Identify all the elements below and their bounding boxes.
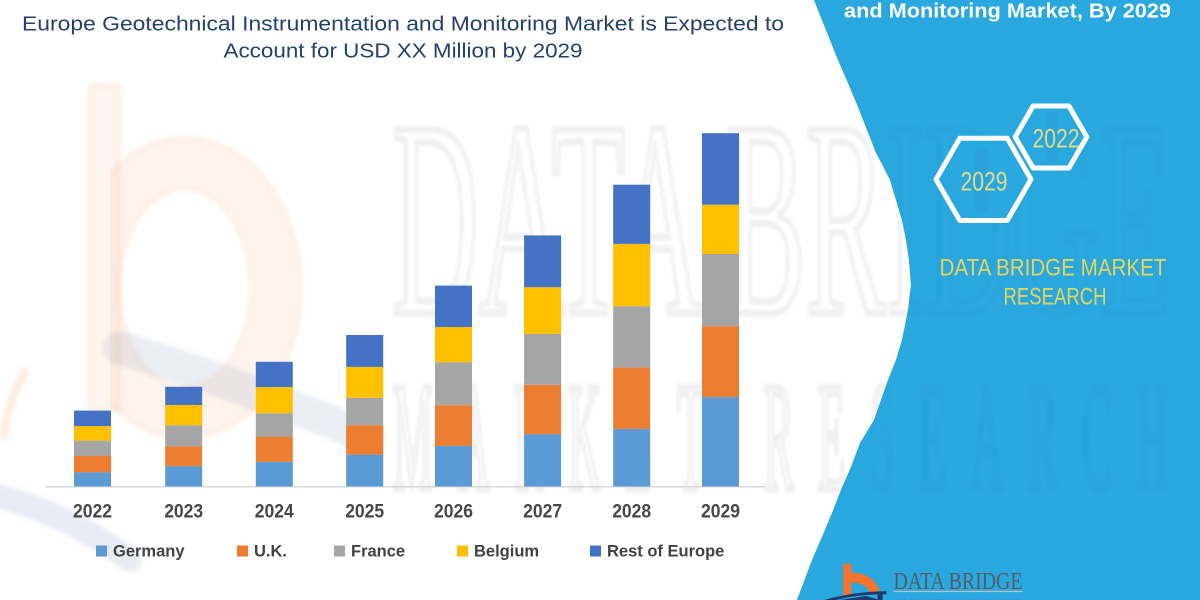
svg-text:Rest of Europe: Rest of Europe <box>607 543 724 561</box>
svg-text:2022: 2022 <box>73 502 112 523</box>
svg-text:Europe Geotechnical Instrument: Europe Geotechnical Instrumentation and … <box>22 13 784 36</box>
svg-text:Belgium: Belgium <box>474 543 539 561</box>
svg-text:2028: 2028 <box>612 502 651 523</box>
svg-text:and Monitoring Market, By 2029: and Monitoring Market, By 2029 <box>844 0 1171 23</box>
svg-text:2027: 2027 <box>523 502 562 523</box>
svg-text:France: France <box>351 543 405 561</box>
svg-text:2022: 2022 <box>1033 124 1080 154</box>
svg-text:2023: 2023 <box>164 502 203 523</box>
svg-text:2024: 2024 <box>255 502 294 523</box>
svg-text:Germany: Germany <box>113 543 185 561</box>
svg-text:MARKET RESEARCH: MARKET RESEARCH <box>896 597 1019 600</box>
svg-text:2029: 2029 <box>961 167 1008 197</box>
svg-text:RESEARCH: RESEARCH <box>1004 284 1107 311</box>
svg-text:2025: 2025 <box>345 502 384 523</box>
svg-text:2026: 2026 <box>434 502 473 523</box>
svg-text:Account for USD XX Million by: Account for USD XX Million by 2029 <box>224 40 583 63</box>
svg-text:U.K.: U.K. <box>254 543 287 561</box>
svg-text:DATA BRIDGE: DATA BRIDGE <box>894 569 1023 595</box>
svg-text:DATA BRIDGE MARKET: DATA BRIDGE MARKET <box>940 254 1167 281</box>
svg-text:2029: 2029 <box>701 502 740 523</box>
